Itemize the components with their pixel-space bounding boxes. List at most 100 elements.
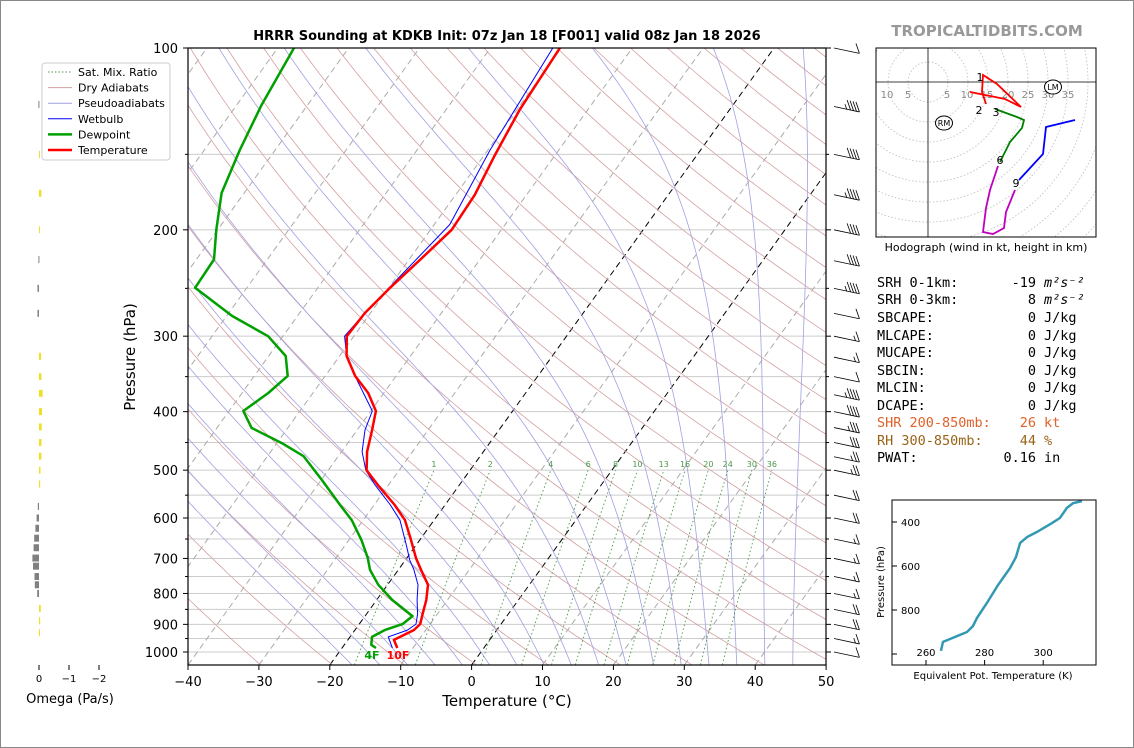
pseudoadiabat [467,48,710,665]
mixing-ratio-label: 13 [659,460,669,469]
legend-label: Pseudoadiabats [78,97,165,110]
hodograph-ring-label: 30 [1042,90,1055,101]
hodograph-ring-label: 5 [905,90,911,101]
legend: Sat. Mix. Ratio Dry Adiabats Pseudoadiabat… [41,62,171,161]
x-tick-label: 10 [534,675,551,690]
omega-bar [37,589,39,597]
omega-bar [33,544,39,552]
barb-feather [852,224,857,235]
omega-bar [37,502,39,510]
thetae-xlabel: Equivalent Pot. Temperature (K) [913,671,1072,682]
thetae-x-tick-label: 300 [1034,648,1053,659]
x-tick-label: 0 [467,675,475,690]
stat-label: SHR 200-850mb: [877,415,991,431]
barb-staff [833,260,860,267]
stats-panel: SRH 0-1km: -19 m²s⁻² SRH 0-3km: 8 m²s⁻² SBCAPE… [877,275,1085,466]
stat-value: 0 [1028,398,1036,414]
barb-staff [833,47,860,54]
mixing-ratio-line [673,470,729,665]
wind-barb [833,619,860,631]
stat-label: SBCIN: [877,363,926,379]
stat-value: 0.16 [1003,450,1036,466]
wind-barb [833,553,860,565]
omega-tick-label: −1 [62,674,77,685]
x-tick-label: 30 [676,675,693,690]
x-tick-label: −40 [174,675,201,690]
stat-label: MLCAPE: [877,328,934,344]
omega-bar [39,480,41,488]
pseudoadiabat [792,48,808,665]
pseudoadiabat [188,470,381,665]
wind-barb [833,223,860,236]
surface-temperature-label: 10F [387,649,410,662]
barb-feather [855,371,860,383]
stat-unit: J/kg [1044,363,1077,379]
barb-feather [853,335,856,341]
barb-feather [855,43,860,54]
omega-bar [39,189,42,197]
omega-bar [39,389,43,397]
chart-title: HRRR Sounding at KDKB Init: 07z Jan 18 [… [253,29,760,44]
hodograph-frame [875,47,1097,238]
barb-feather [853,557,856,564]
isotherm-line [188,48,279,174]
thetae-y-tick-label: 600 [901,562,920,573]
mixing-ratio-line [652,470,709,665]
barb-feather [849,254,854,266]
omega-bar [33,562,39,570]
y-tick-label: 800 [153,587,178,602]
stat-value: 44 [1020,433,1036,449]
mixing-ratio-line [480,470,552,665]
mixing-ratio-line [574,470,638,665]
barb-staff [833,517,860,524]
legend-label: Wetbulb [78,113,123,126]
hodograph-ring-label: 25 [1022,90,1035,101]
barb-feather [846,147,852,159]
y-tick-label: 500 [153,464,178,479]
barb-feather [852,437,857,448]
y-tick-label: 300 [153,330,178,345]
barb-staff [833,376,860,383]
omega-bar [35,524,39,532]
isotherm-line [329,48,775,665]
barb-feather [852,489,857,501]
stat-unit: J/kg [1044,310,1077,326]
stat-label: MUCAPE: [877,345,934,361]
mixing-ratio-line [551,470,617,665]
mixing-ratio-label: 24 [723,460,733,469]
dry-adiabat [520,48,826,301]
wind-barbs [833,43,860,658]
y-tick-label: 700 [153,552,178,567]
stat-unit: m²s⁻² [1043,275,1085,291]
omega-bar [39,439,42,447]
legend-label: Sat. Mix. Ratio [78,66,158,79]
omega-bar [36,514,39,522]
barb-staff [833,456,860,463]
hodograph-ring-label: 35 [1062,90,1075,101]
barb-feather [852,604,857,615]
barb-feather [855,352,860,363]
storm-motion-marker [935,115,953,131]
stat-label: DCAPE: [877,398,926,414]
dry-adiabat [446,48,826,367]
hodograph-height-label: 1 [977,71,984,84]
barb-feather [855,619,860,630]
hodograph-ring-label: 10 [881,90,894,101]
barb-feather [844,104,848,110]
omega-bar [39,617,41,625]
wetbulb-line [344,48,554,649]
omega-bar [38,256,40,264]
omega-bar [34,581,39,589]
stat-value: 26 [1020,415,1036,431]
mixing-ratio-label: 10 [632,460,642,469]
wind-barb [833,188,860,201]
stat-unit: J/kg [1044,328,1077,344]
barb-feather [855,101,860,113]
barb-feather [855,190,860,201]
thetae-frame [891,499,1097,666]
stat-label: MLCIN: [877,380,926,396]
barb-feather [852,451,857,462]
omega-bar [39,604,41,612]
dry-adiabat [336,48,826,471]
